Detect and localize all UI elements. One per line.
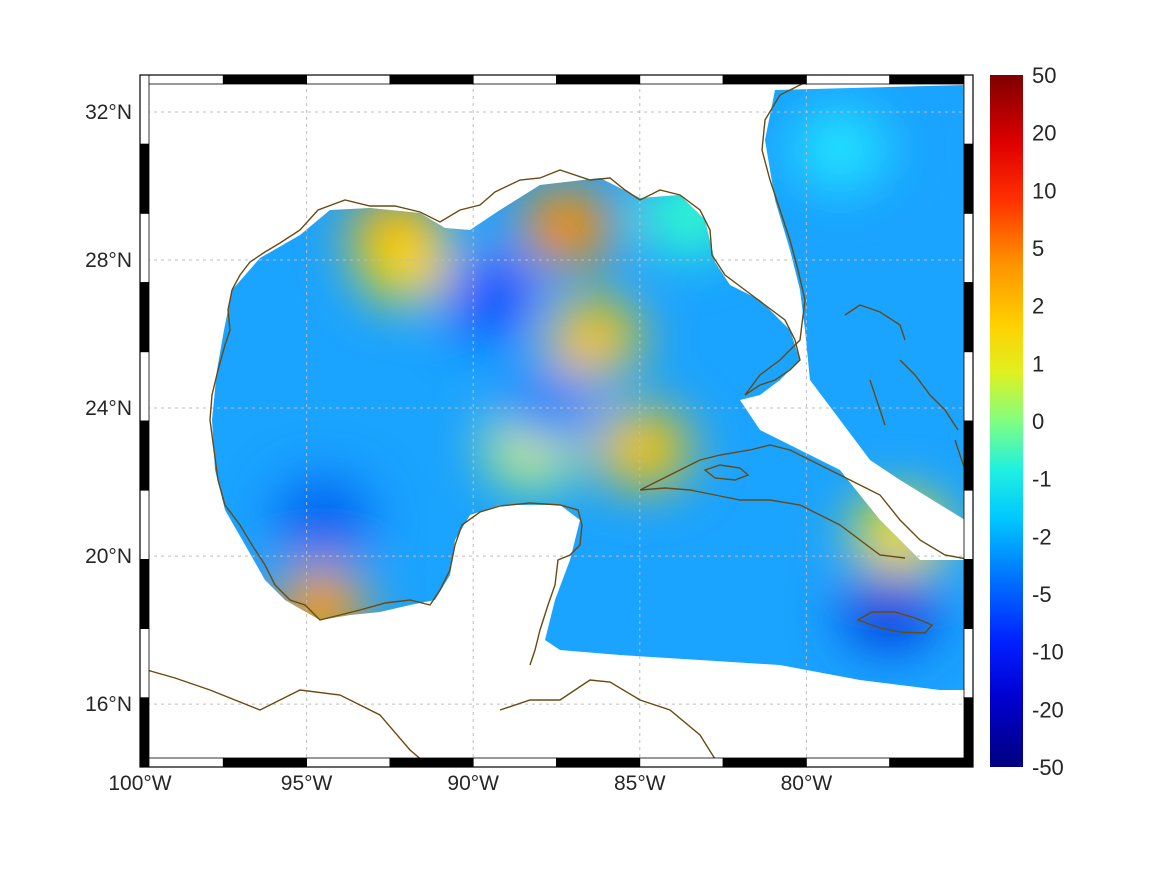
map-frame	[139, 74, 974, 768]
bahamas-outline	[844, 304, 966, 471]
frame-right-seg-1	[963, 143, 974, 214]
field-patch-13	[501, 368, 598, 449]
frame-bottom-seg-3	[389, 757, 474, 768]
field-patch-1	[358, 223, 455, 304]
field-patch-12	[791, 109, 888, 190]
lon-tick-label: 85°W	[614, 772, 666, 795]
frame-left-seg-5	[139, 420, 150, 491]
frame-right-seg-2	[963, 212, 974, 283]
latitude-tick-labels: 32°N 28°N 24°N 20°N 16°N	[85, 101, 132, 716]
frame-right-seg-9	[963, 697, 974, 768]
lon-tick-label: 95°W	[281, 772, 333, 795]
florida-east-coast-line	[744, 75, 821, 396]
frame-top-seg-6	[639, 74, 724, 85]
colorbar-tick-label: 10	[1032, 178, 1056, 203]
frame-left-seg-1	[139, 143, 150, 214]
frame-top-seg-1	[222, 74, 308, 85]
graticule	[140, 75, 973, 767]
central-america-coast-line	[140, 667, 721, 767]
frame-top-seg-3	[389, 74, 474, 85]
lon-tick-label: 100°W	[108, 772, 171, 795]
lat-tick-label: 24°N	[85, 397, 132, 420]
frame-right-seg-8	[963, 628, 974, 699]
colorbar-tick-label: 20	[1032, 121, 1056, 146]
lat-tick-label: 20°N	[85, 545, 132, 568]
colorbar-tick-label: 5	[1032, 236, 1044, 261]
frame-left-seg-8	[139, 628, 150, 699]
longitude-tick-labels: 100°W 95°W 90°W 85°W 80°W	[108, 772, 832, 795]
colorbar-tick-label: -2	[1032, 524, 1052, 549]
frame-bottom-seg-5	[556, 757, 641, 768]
frame-left-seg-6	[139, 489, 150, 560]
frame-left-seg-4	[139, 351, 150, 422]
cuba-outline	[639, 444, 973, 561]
field-patch-9	[441, 257, 538, 338]
frame-left-seg-0	[139, 74, 150, 145]
colorbar-tick-label: 50	[1032, 63, 1056, 88]
frame-right-seg-4	[963, 351, 974, 422]
frame-right-seg-0	[963, 74, 974, 145]
frame-bottom-seg-0	[139, 757, 224, 768]
colorbar	[990, 75, 1023, 767]
lon-tick-label: 80°W	[781, 772, 833, 795]
frame-top-seg-4	[472, 74, 557, 85]
frame-right-seg-6	[963, 489, 974, 560]
jamaica-outline	[856, 611, 934, 634]
frame-top-seg-5	[556, 74, 641, 85]
frame-outline	[139, 74, 974, 768]
lon-tick-label: 90°W	[447, 772, 499, 795]
frame-bottom-seg-6	[639, 757, 724, 768]
mexico-coast-line	[209, 289, 583, 666]
frame-left-seg-9	[139, 697, 150, 768]
frame-top-seg-0	[139, 74, 224, 85]
frame-bottom-seg-2	[306, 757, 391, 768]
coastline	[140, 75, 973, 767]
frame-bottom-seg-8	[806, 757, 891, 768]
frame-bottom-seg-9	[889, 757, 974, 768]
frame-bottom-seg-4	[472, 757, 557, 768]
field-patch-2	[518, 186, 615, 267]
frame-top-seg-8	[806, 74, 891, 85]
frame-right-seg-3	[963, 282, 974, 353]
field-patch-10	[275, 479, 372, 560]
gulf-coast-line	[231, 169, 801, 396]
lat-tick-label: 16°N	[85, 693, 132, 716]
field-patch-4	[595, 408, 692, 489]
frame-top-seg-7	[722, 74, 807, 85]
frame-left-seg-3	[139, 282, 150, 353]
frame-top-seg-2	[306, 74, 391, 85]
field-patch-3	[545, 297, 642, 378]
frame-bottom-seg-1	[222, 757, 308, 768]
lat-tick-label: 32°N	[85, 101, 132, 124]
frame-bottom-seg-7	[722, 757, 807, 768]
lat-tick-label: 28°N	[85, 249, 132, 272]
colorbar-tick-label: -50	[1032, 755, 1064, 780]
frame-left-seg-7	[139, 559, 150, 630]
frame-right-seg-7	[963, 559, 974, 630]
colorbar-tick-label: 0	[1032, 409, 1044, 434]
colorbar-tick-label: -5	[1032, 582, 1052, 607]
colorbar-tick-label: 2	[1032, 294, 1044, 319]
isle-of-youth-outline	[703, 464, 750, 481]
colorbar-tick-label: 1	[1032, 351, 1044, 376]
frame-left-seg-2	[139, 212, 150, 283]
frame-top-seg-9	[889, 74, 974, 85]
colorbar-tick-label: -20	[1032, 697, 1064, 722]
frame-right-seg-5	[963, 420, 974, 491]
colorbar-tick-label: -10	[1032, 640, 1064, 665]
colorbar-tick-label: -1	[1032, 467, 1052, 492]
